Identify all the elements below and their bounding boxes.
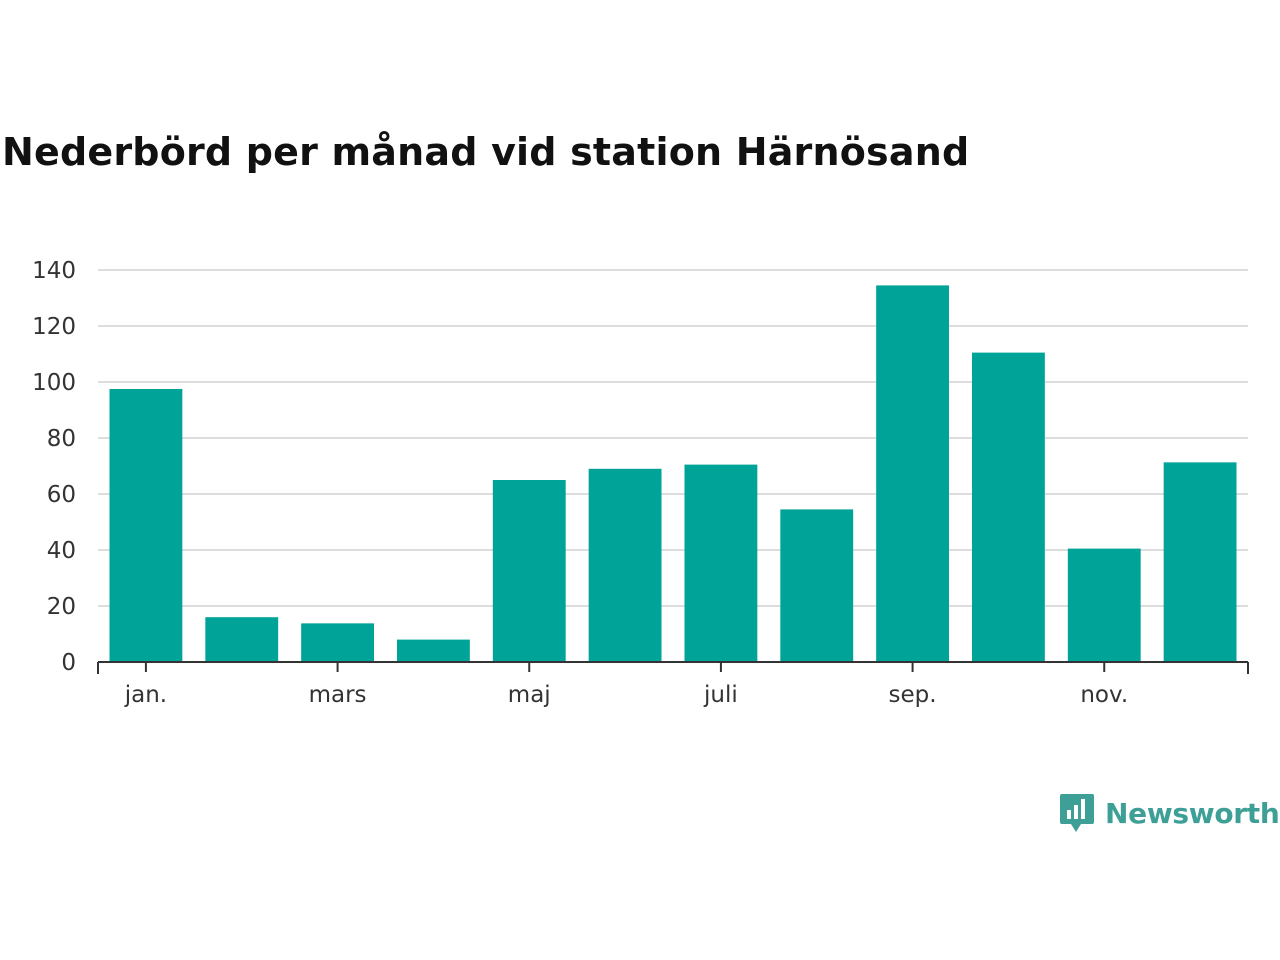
bar-april bbox=[397, 639, 470, 662]
bar-juni bbox=[588, 468, 662, 662]
chart-title: Nederbörd per månad vid station Härnösan… bbox=[2, 130, 970, 174]
bar-nov bbox=[1067, 548, 1141, 662]
newsworthy-logo-icon bbox=[1060, 794, 1094, 832]
x-tick-label: maj bbox=[508, 682, 551, 708]
bar-dec bbox=[1163, 462, 1237, 662]
bar-mars bbox=[301, 623, 374, 662]
y-tick-label: 80 bbox=[47, 426, 76, 452]
x-tick-label: jan. bbox=[124, 682, 167, 708]
x-axis-ticks: jan. mars maj juli sep. nov. bbox=[124, 662, 1128, 708]
bar-jan bbox=[109, 389, 183, 662]
x-tick-label: nov. bbox=[1080, 682, 1128, 708]
x-tick-label: mars bbox=[309, 682, 367, 708]
bar-maj bbox=[492, 480, 566, 662]
bar-juli bbox=[684, 464, 758, 662]
brand-logo: Newsworthy bbox=[1059, 790, 1280, 836]
gridlines bbox=[98, 269, 1248, 607]
bar-okt bbox=[972, 352, 1045, 662]
y-tick-label: 40 bbox=[47, 538, 76, 564]
y-tick-label: 120 bbox=[32, 314, 76, 340]
brand-name: Newsworthy bbox=[1105, 796, 1280, 830]
y-tick-label: 100 bbox=[32, 370, 76, 396]
x-tick-label: juli bbox=[703, 682, 738, 708]
x-axis bbox=[97, 661, 1249, 674]
bars bbox=[109, 285, 1237, 662]
bar-aug bbox=[780, 509, 854, 662]
y-tick-label: 20 bbox=[47, 594, 76, 620]
y-tick-label: 140 bbox=[32, 258, 76, 284]
y-axis-ticks: 0 20 40 60 80 100 120 140 bbox=[32, 258, 76, 676]
bar-sep bbox=[876, 285, 949, 662]
y-tick-label: 60 bbox=[47, 482, 76, 508]
x-tick-label: sep. bbox=[889, 682, 937, 708]
y-tick-label: 0 bbox=[61, 650, 76, 676]
bar-feb bbox=[205, 617, 279, 662]
